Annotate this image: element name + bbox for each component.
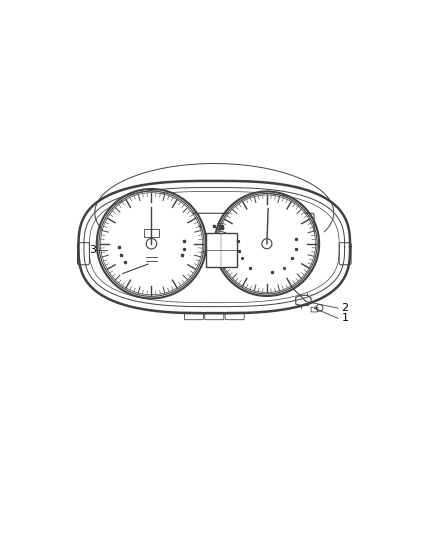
Circle shape (218, 195, 316, 293)
Text: 2: 2 (342, 303, 349, 313)
FancyBboxPatch shape (206, 232, 237, 267)
Text: 1: 1 (342, 313, 349, 324)
Text: 3: 3 (88, 246, 95, 255)
Circle shape (100, 192, 202, 295)
